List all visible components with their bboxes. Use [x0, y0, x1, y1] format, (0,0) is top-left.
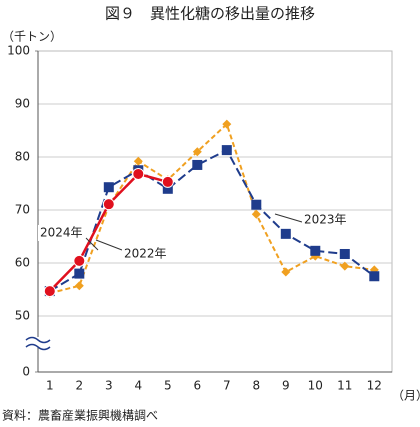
x-tick-label: 11: [337, 379, 352, 393]
y-tick-label: 90: [15, 97, 30, 111]
y-unit: （千トン）: [2, 30, 62, 44]
plot-frame: [37, 50, 393, 373]
x-tick-label: 9: [282, 379, 290, 393]
axis-break: [25, 336, 51, 344]
point: [162, 183, 173, 194]
point: [132, 167, 145, 180]
point: [310, 245, 321, 256]
label-leader: [274, 213, 303, 223]
point: [43, 285, 56, 298]
point: [281, 267, 291, 277]
label-bg: [38, 225, 84, 241]
x-tick-label: 2: [75, 379, 83, 393]
point: [192, 159, 203, 170]
point: [339, 248, 350, 259]
label-bg: [122, 246, 168, 262]
y-tick-label: 60: [15, 256, 30, 270]
x-tick-label: 1: [46, 379, 54, 393]
axis-break: [25, 343, 51, 351]
point: [280, 228, 291, 239]
point: [73, 254, 86, 267]
point: [103, 182, 114, 193]
x-tick-label: 8: [252, 379, 260, 393]
x-tick-label: 5: [164, 379, 172, 393]
x-tick-label: 6: [193, 379, 201, 393]
point: [102, 198, 115, 211]
y-tick-label: 100: [7, 44, 30, 58]
y-tick-label: 70: [15, 203, 30, 217]
y-tick-label: 80: [15, 150, 30, 164]
x-tick-label: 12: [367, 379, 382, 393]
x-tick-label: 3: [105, 379, 113, 393]
point: [222, 119, 232, 129]
point: [251, 199, 262, 210]
x-tick-label: 7: [223, 379, 231, 393]
y-tick-label: 50: [15, 309, 30, 323]
point: [340, 261, 350, 271]
x-tick-label: 10: [308, 379, 323, 393]
point: [369, 271, 380, 282]
point: [74, 268, 85, 279]
point: [74, 281, 84, 291]
series-line: [49, 122, 375, 295]
point: [133, 156, 143, 166]
label-leader: [95, 239, 123, 251]
series-label: 2022年: [124, 247, 167, 261]
chart-title: 図９ 異性化糖の移出量の推移: [105, 5, 315, 23]
x-unit: （月）: [392, 389, 420, 403]
axis-break-gap: [26, 337, 50, 347]
point: [192, 147, 202, 157]
y-tick-label: 0: [22, 365, 30, 379]
label-bg: [302, 212, 348, 228]
series-label: 2023年: [304, 213, 347, 227]
label-leader: [85, 237, 99, 251]
source-note: 資料：農畜産業振興機構調べ: [2, 408, 158, 423]
series-label: 2024年: [40, 226, 83, 240]
point: [221, 145, 232, 156]
x-tick-label: 4: [134, 379, 142, 393]
point: [251, 209, 261, 219]
point: [161, 175, 174, 188]
